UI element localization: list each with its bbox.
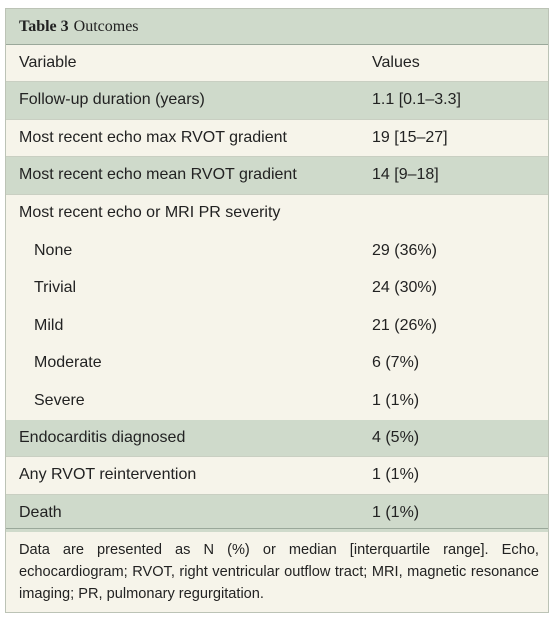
table-row-subitem: Severe 1 (1%) — [6, 382, 548, 420]
row-value: 29 (36%) — [372, 241, 437, 259]
row-variable: Endocarditis diagnosed — [19, 428, 186, 446]
row-value: 4 (5%) — [372, 428, 420, 446]
table-row: Death 1 (1%) — [6, 494, 548, 532]
table-row: Any RVOT reintervention 1 (1%) — [6, 457, 548, 495]
table-row-subitem: Mild 21 (26%) — [6, 307, 548, 345]
table-title: Table 3 Outcomes — [6, 9, 548, 45]
row-variable: None — [34, 241, 73, 259]
row-variable: Mild — [34, 316, 64, 334]
row-value: 19 [15–27] — [372, 128, 448, 146]
table-row: Most recent echo max RVOT gradient 19 [1… — [6, 120, 548, 157]
column-header-variable: Variable — [19, 54, 77, 71]
row-value: 6 (7%) — [372, 354, 420, 372]
row-value: 1 (1%) — [372, 391, 420, 409]
table-row-subitem: Moderate 6 (7%) — [6, 345, 548, 383]
outcomes-table: Table 3 Outcomes Variable Values Follow-u… — [5, 8, 549, 613]
row-value: 1 (1%) — [372, 504, 420, 522]
table-caption: Outcomes — [73, 17, 139, 35]
row-variable: Any RVOT reintervention — [19, 466, 197, 484]
row-variable: Moderate — [34, 354, 102, 372]
row-variable: Death — [19, 504, 62, 522]
row-value: 1 (1%) — [372, 466, 420, 484]
row-variable: Trivial — [34, 279, 77, 297]
column-header-values: Values — [372, 54, 420, 71]
row-variable: Most recent echo mean RVOT gradient — [19, 166, 297, 184]
row-value: 14 [9–18] — [372, 166, 439, 184]
table-number: Table 3 — [19, 17, 69, 35]
footnote-divider — [6, 528, 548, 529]
table-header-row: Variable Values — [6, 45, 548, 82]
table-row-subitem: None 29 (36%) — [6, 232, 548, 270]
table-footnote: Data are presented as N (%) or median [i… — [19, 542, 539, 602]
row-variable: Most recent echo max RVOT gradient — [19, 128, 287, 146]
row-value: 21 (26%) — [372, 316, 437, 334]
row-value: 1.1 [0.1–3.3] — [372, 91, 461, 109]
table-row: Most recent echo or MRI PR severity — [6, 195, 548, 233]
row-variable: Most recent echo or MRI PR severity — [19, 204, 281, 222]
row-variable: Severe — [34, 391, 85, 409]
table-row: Most recent echo mean RVOT gradient 14 [… — [6, 157, 548, 195]
table-row: Endocarditis diagnosed 4 (5%) — [6, 419, 548, 457]
row-variable: Follow-up duration (years) — [19, 91, 205, 109]
row-value: 24 (30%) — [372, 279, 437, 297]
table-row: Follow-up duration (years) 1.1 [0.1–3.3] — [6, 82, 548, 120]
table-row-subitem: Trivial 24 (30%) — [6, 270, 548, 308]
